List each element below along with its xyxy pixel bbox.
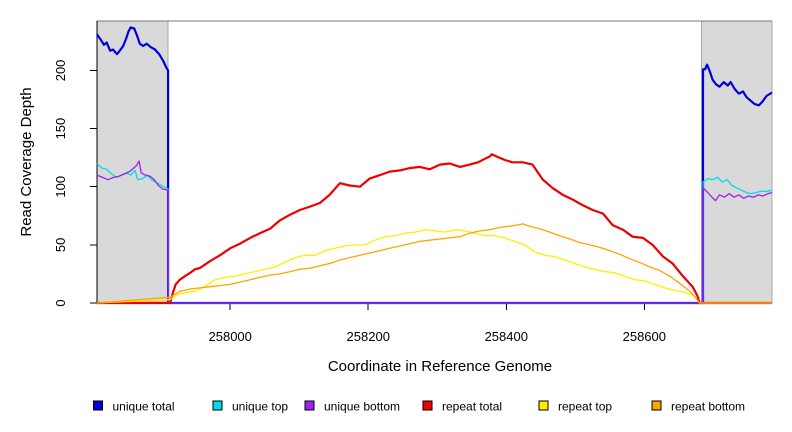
legend-item: repeat bottom — [651, 400, 745, 414]
y-tick-label: 0 — [53, 299, 68, 306]
series-repeat-bottom — [96, 223, 772, 304]
y-tick-label: 150 — [53, 118, 68, 140]
legend-label: unique total — [113, 400, 175, 414]
series-layer — [96, 26, 773, 305]
legend-item: unique top — [212, 400, 288, 414]
legend-swatch-repeat-top — [538, 400, 549, 411]
series-repeat-total — [97, 153, 772, 305]
legend-label: repeat total — [442, 400, 502, 414]
legend-item: unique total — [93, 400, 175, 414]
x-axis-title: Coordinate in Reference Genome — [328, 358, 552, 375]
series-repeat-top — [96, 229, 772, 304]
y-tick-label: 50 — [53, 238, 68, 252]
x-tick-label: 258400 — [485, 329, 528, 344]
shaded-region — [96, 20, 169, 304]
series-unique-bottom — [96, 160, 773, 304]
legend-item: unique bottom — [304, 400, 400, 414]
legend-item: repeat total — [422, 400, 502, 414]
legend: unique total unique top unique bottom repea… — [93, 400, 745, 414]
legend-label: repeat top — [558, 400, 612, 414]
legend-swatch-unique-top — [212, 400, 223, 411]
y-tick-label: 100 — [53, 176, 68, 198]
shaded-regions-layer — [96, 20, 773, 304]
series-unique-total — [96, 26, 773, 305]
y-tick-label: 200 — [53, 60, 68, 82]
legend-label: repeat bottom — [671, 400, 745, 414]
x-tick-label: 258600 — [623, 329, 666, 344]
x-tick-label: 258200 — [347, 329, 390, 344]
legend-swatch-unique-total — [93, 400, 103, 411]
shaded-region — [701, 20, 773, 304]
legend-swatch-repeat-total — [422, 400, 433, 411]
legend-label: unique top — [232, 400, 288, 414]
x-tick-label: 258000 — [209, 329, 252, 344]
y-axis-title: Read Coverage Depth — [18, 87, 35, 236]
series-unique-top — [96, 163, 773, 304]
legend-swatch-unique-bottom — [304, 400, 315, 411]
legend-swatch-repeat-bottom — [651, 400, 662, 411]
legend-label: unique bottom — [324, 400, 400, 414]
legend-item: repeat top — [538, 400, 612, 414]
